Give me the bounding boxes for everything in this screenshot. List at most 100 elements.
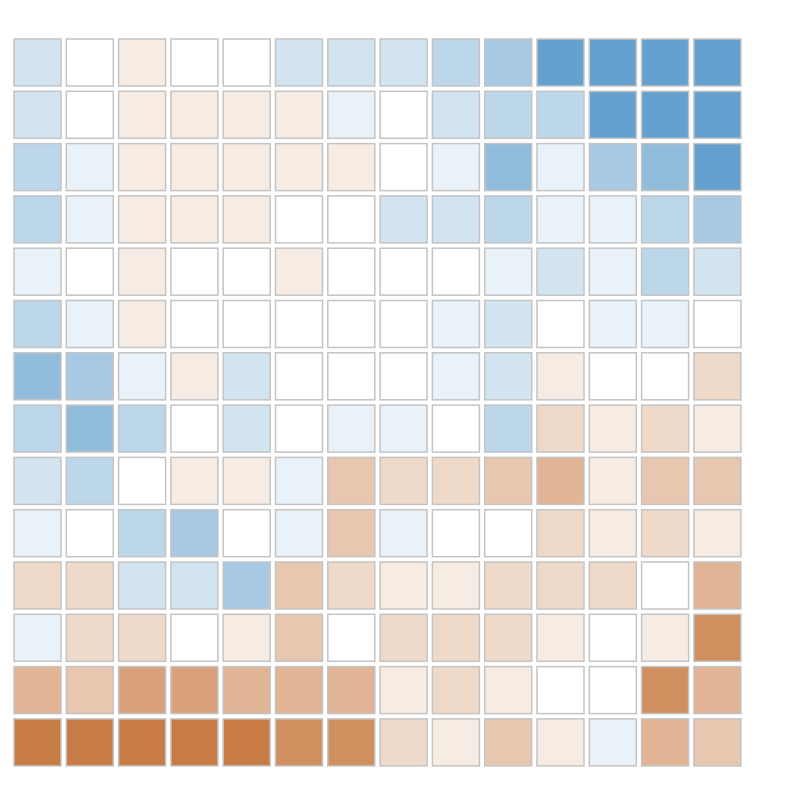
heatmap-cell-r13-c12 xyxy=(640,718,690,767)
heatmap-cells xyxy=(13,38,742,767)
heatmap-cell-r5-c1 xyxy=(65,299,115,349)
heatmap-cell-r1-c4 xyxy=(222,90,271,140)
heatmap-cell-r8-c12 xyxy=(640,456,690,506)
heatmap-cell-r5-c10 xyxy=(536,299,585,349)
heatmap-cell-r13-c4 xyxy=(222,718,271,767)
heatmap-cell-r5-c6 xyxy=(327,299,376,349)
heatmap-cell-r6-c1 xyxy=(65,352,115,401)
heatmap-cell-r4-c2 xyxy=(117,247,167,296)
heatmap-cell-r3-c13 xyxy=(693,195,742,244)
heatmap-cell-r8-c1 xyxy=(65,456,115,506)
heatmap-cell-r1-c12 xyxy=(640,90,690,140)
heatmap-cell-r11-c9 xyxy=(483,613,533,663)
heatmap-cell-r8-c4 xyxy=(222,456,271,506)
heatmap-cell-r13-c6 xyxy=(327,718,376,767)
heatmap-cell-r8-c8 xyxy=(431,456,481,506)
heatmap-cell-r10-c13 xyxy=(693,561,742,610)
heatmap-cell-r3-c8 xyxy=(431,195,481,244)
heatmap-cell-r0-c7 xyxy=(379,38,428,87)
heatmap-cell-r12-c0 xyxy=(13,665,62,715)
heatmap-cell-r13-c10 xyxy=(536,718,585,767)
heatmap-cell-r3-c12 xyxy=(640,195,690,244)
heatmap-cell-r12-c11 xyxy=(588,665,638,715)
heatmap-cell-r5-c13 xyxy=(693,299,742,349)
heatmap-cell-r11-c8 xyxy=(431,613,481,663)
heatmap-cell-r3-c10 xyxy=(536,195,585,244)
heatmap-cell-r6-c0 xyxy=(13,352,62,401)
heatmap-cell-r9-c5 xyxy=(274,508,324,558)
heatmap-cell-r0-c4 xyxy=(222,38,271,87)
heatmap-cell-r12-c9 xyxy=(483,665,533,715)
heatmap-cell-r10-c4 xyxy=(222,561,271,610)
heatmap-cell-r5-c9 xyxy=(483,299,533,349)
heatmap-cell-r2-c6 xyxy=(327,142,376,192)
heatmap-cell-r0-c3 xyxy=(170,38,219,87)
heatmap-cell-r4-c5 xyxy=(274,247,324,296)
heatmap-cell-r2-c2 xyxy=(117,142,167,192)
heatmap-cell-r9-c12 xyxy=(640,508,690,558)
heatmap-cell-r13-c11 xyxy=(588,718,638,767)
heatmap-cell-r7-c11 xyxy=(588,404,638,453)
heatmap-cell-r0-c12 xyxy=(640,38,690,87)
heatmap-cell-r12-c3 xyxy=(170,665,219,715)
heatmap-cell-r13-c5 xyxy=(274,718,324,767)
heatmap-cell-r4-c11 xyxy=(588,247,638,296)
heatmap-cell-r6-c9 xyxy=(483,352,533,401)
heatmap-cell-r4-c0 xyxy=(13,247,62,296)
heatmap-cell-r10-c2 xyxy=(117,561,167,610)
heatmap-cell-r6-c6 xyxy=(327,352,376,401)
heatmap-cell-r9-c0 xyxy=(13,508,62,558)
heatmap-cell-r8-c9 xyxy=(483,456,533,506)
heatmap-cell-r7-c2 xyxy=(117,404,167,453)
heatmap-cell-r3-c7 xyxy=(379,195,428,244)
heatmap-cell-r7-c1 xyxy=(65,404,115,453)
heatmap-cell-r11-c4 xyxy=(222,613,271,663)
heatmap-cell-r9-c1 xyxy=(65,508,115,558)
heatmap-cell-r5-c8 xyxy=(431,299,481,349)
heatmap-cell-r1-c5 xyxy=(274,90,324,140)
heatmap-cell-r1-c10 xyxy=(536,90,585,140)
heatmap-cell-r10-c12 xyxy=(640,561,690,610)
heatmap-cell-r7-c13 xyxy=(693,404,742,453)
heatmap-cell-r4-c12 xyxy=(640,247,690,296)
heatmap-cell-r13-c7 xyxy=(379,718,428,767)
heatmap-cell-r9-c11 xyxy=(588,508,638,558)
heatmap-cell-r7-c7 xyxy=(379,404,428,453)
heatmap-cell-r8-c3 xyxy=(170,456,219,506)
heatmap-cell-r13-c2 xyxy=(117,718,167,767)
heatmap-cell-r4-c10 xyxy=(536,247,585,296)
heatmap-cell-r11-c13 xyxy=(693,613,742,663)
heatmap-cell-r8-c0 xyxy=(13,456,62,506)
heatmap-cell-r3-c0 xyxy=(13,195,62,244)
heatmap-cell-r3-c3 xyxy=(170,195,219,244)
heatmap-cell-r0-c8 xyxy=(431,38,481,87)
heatmap-cell-r11-c2 xyxy=(117,613,167,663)
heatmap-cell-r9-c6 xyxy=(327,508,376,558)
heatmap-cell-r6-c4 xyxy=(222,352,271,401)
heatmap-cell-r4-c8 xyxy=(431,247,481,296)
heatmap-cell-r13-c1 xyxy=(65,718,115,767)
heatmap-cell-r9-c2 xyxy=(117,508,167,558)
heatmap-cell-r13-c9 xyxy=(483,718,533,767)
heatmap-cell-r2-c8 xyxy=(431,142,481,192)
heatmap-cell-r13-c13 xyxy=(693,718,742,767)
heatmap-cell-r2-c1 xyxy=(65,142,115,192)
heatmap-cell-r11-c5 xyxy=(274,613,324,663)
heatmap-cell-r1-c3 xyxy=(170,90,219,140)
heatmap-cell-r11-c0 xyxy=(13,613,62,663)
heatmap-cell-r4-c6 xyxy=(327,247,376,296)
heatmap-cell-r7-c0 xyxy=(13,404,62,453)
heatmap-cell-r6-c2 xyxy=(117,352,167,401)
heatmap-cell-r11-c3 xyxy=(170,613,219,663)
heatmap-cell-r1-c0 xyxy=(13,90,62,140)
heatmap-cell-r8-c2 xyxy=(117,456,167,506)
heatmap-cell-r6-c13 xyxy=(693,352,742,401)
heatmap-cell-r2-c5 xyxy=(274,142,324,192)
heatmap-cell-r2-c10 xyxy=(536,142,585,192)
heatmap-cell-r0-c6 xyxy=(327,38,376,87)
heatmap-cell-r1-c8 xyxy=(431,90,481,140)
heatmap-cell-r0-c0 xyxy=(13,38,62,87)
heatmap-cell-r6-c3 xyxy=(170,352,219,401)
heatmap-cell-r0-c5 xyxy=(274,38,324,87)
heatmap-cell-r8-c11 xyxy=(588,456,638,506)
